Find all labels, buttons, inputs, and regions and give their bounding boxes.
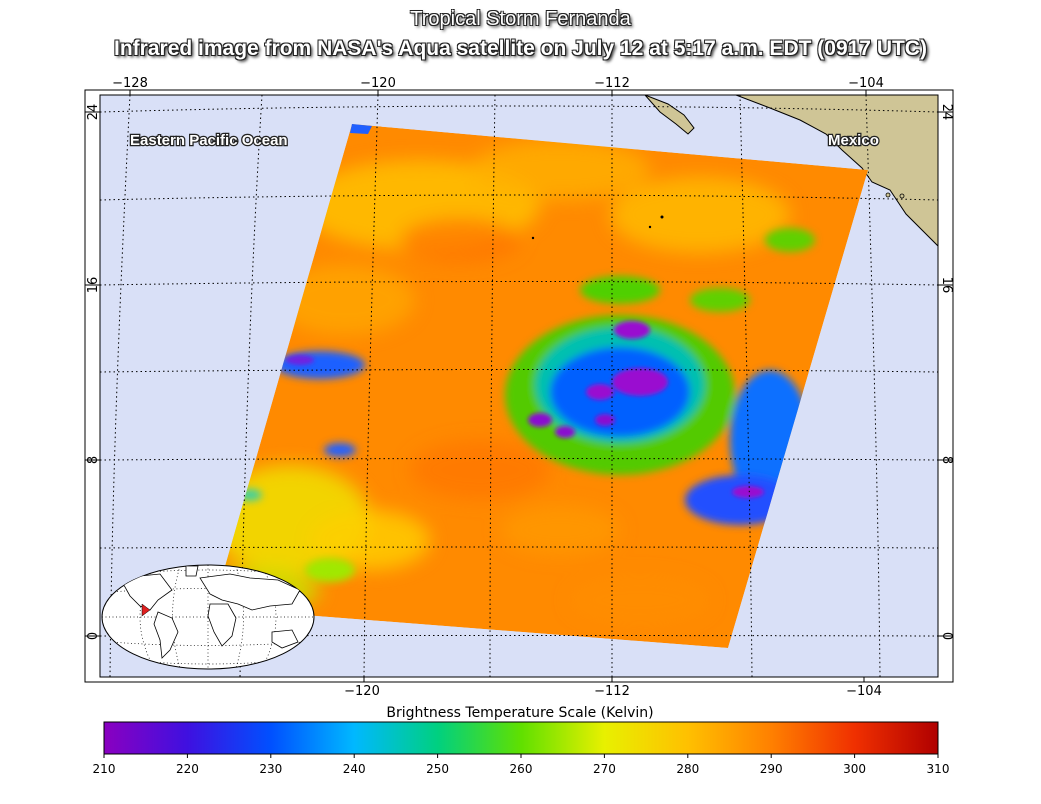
ocean-label: Eastern Pacific Ocean [130, 132, 288, 149]
map-subtitle: Infrared image from NASA's Aqua satellit… [114, 37, 927, 60]
color-scale-bar [103, 721, 939, 755]
lat-label-right: 16 [939, 277, 954, 294]
lon-label-bottom: −112 [594, 684, 630, 699]
scale-tick-label: 270 [593, 762, 616, 776]
lat-label-left: 16 [86, 277, 101, 294]
axis-ticks [85, 90, 953, 682]
map-title: Tropical Storm Fernanda [410, 8, 631, 30]
lon-label-top: −128 [112, 76, 148, 91]
scale-tick-label: 310 [927, 762, 950, 776]
lat-label-right: 0 [939, 632, 954, 640]
lon-label-bottom: −104 [846, 684, 882, 699]
scale-tick-label: 220 [176, 762, 199, 776]
scale-tick-label: 290 [760, 762, 783, 776]
color-scale-title: Brightness Temperature Scale (Kelvin) [386, 705, 653, 721]
swath-corner-cloud [350, 124, 372, 134]
lat-label-left: 0 [86, 632, 101, 640]
lat-label-left: 8 [86, 456, 101, 464]
lon-label-bottom: −120 [344, 684, 380, 699]
inset-globe [101, 564, 315, 670]
scale-tick-label: 300 [843, 762, 866, 776]
scale-tick-label: 230 [259, 762, 282, 776]
lon-label-top: −120 [360, 76, 396, 91]
storm-location-marker [141, 603, 151, 617]
scale-tick-label: 260 [510, 762, 533, 776]
lat-label-left: 24 [86, 104, 101, 121]
scale-tick-label: 250 [426, 762, 449, 776]
color-scale-ticks: 210 220 230 240 250 260 270 280 290 300 310 [93, 754, 950, 776]
scale-tick-label: 210 [93, 762, 116, 776]
lat-label-right: 8 [939, 456, 954, 464]
infrared-swath [213, 124, 868, 648]
scale-tick-label: 280 [676, 762, 699, 776]
scale-tick-label: 240 [343, 762, 366, 776]
lon-label-top: −112 [594, 76, 630, 91]
lon-label-top: −104 [848, 76, 884, 91]
graticule [100, 95, 938, 677]
country-label: Mexico [828, 132, 879, 149]
mexico-land [644, 95, 938, 247]
lat-label-right: 24 [939, 104, 954, 121]
